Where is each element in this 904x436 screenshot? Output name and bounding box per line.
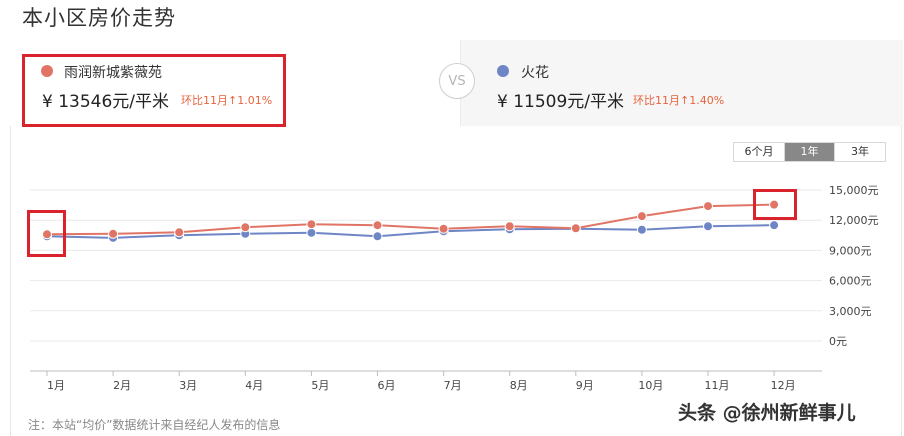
right-estate-price: ¥ 11509元/平米 — [497, 92, 625, 112]
y-tick-label: 6,000元 — [829, 275, 872, 288]
x-tick-label: 10月 — [638, 379, 663, 392]
tab-6-months[interactable]: 6个月 — [734, 143, 784, 161]
highlight-box-dec — [753, 189, 797, 220]
compare-bar — [10, 40, 903, 126]
data-point — [240, 222, 251, 233]
y-tick-label: 9,000元 — [829, 244, 872, 257]
data-source-note: 注：本站“均价”数据统计来自经纪人发布的信息 — [28, 418, 281, 432]
data-point — [438, 223, 449, 234]
page-title: 本小区房价走势 — [22, 6, 176, 30]
vs-badge: VS — [439, 63, 475, 99]
x-tick-label: 3月 — [179, 379, 197, 392]
right-series-dot — [497, 65, 509, 77]
data-point — [372, 231, 383, 242]
data-point — [769, 199, 780, 210]
tab-3-years[interactable]: 3年 — [834, 143, 885, 161]
x-tick-label: 4月 — [245, 379, 263, 392]
compare-right — [460, 40, 903, 126]
data-point — [636, 224, 647, 235]
x-tick-label: 7月 — [444, 379, 462, 392]
right-estate-change: 环比11月↑1.40% — [633, 94, 725, 107]
right-estate-name[interactable]: 火花 — [521, 65, 549, 81]
x-tick-label: 1月 — [47, 379, 65, 392]
x-tick-label: 2月 — [113, 379, 131, 392]
x-tick-label: 11月 — [705, 379, 730, 392]
tab-1-year[interactable]: 1年 — [784, 143, 834, 161]
data-point — [42, 229, 52, 240]
series-line — [46, 224, 775, 239]
highlight-box-jan — [27, 210, 66, 257]
watermark: 头条 @徐州新鲜事儿 — [678, 402, 856, 424]
x-tick-label: 5月 — [311, 379, 329, 392]
series-line — [46, 203, 775, 236]
data-point — [703, 201, 713, 212]
highlight-box-left-estate — [22, 54, 286, 127]
x-tick-label: 6月 — [378, 379, 396, 392]
data-point — [504, 221, 515, 232]
data-point — [703, 221, 713, 232]
left-estate-name[interactable]: 雨润新城紫薇苑 — [64, 65, 162, 81]
y-tick-label: 0元 — [829, 335, 847, 348]
x-tick-label: 9月 — [576, 379, 594, 392]
left-estate-price: ¥ 13546元/平米 — [42, 92, 170, 112]
data-point — [769, 220, 780, 231]
x-tick-label: 12月 — [771, 379, 796, 392]
period-tabs: 6个月 1年 3年 — [733, 142, 886, 162]
left-estate-change: 环比11月↑1.01% — [181, 94, 273, 107]
left-series-dot — [41, 65, 53, 77]
data-point — [108, 228, 119, 239]
y-tick-label: 12,000元 — [829, 214, 879, 227]
data-point — [570, 223, 581, 234]
data-point — [306, 219, 317, 230]
data-point — [306, 227, 317, 238]
data-point — [174, 227, 185, 238]
x-tick-label: 8月 — [510, 379, 528, 392]
data-point — [636, 211, 647, 222]
data-point — [372, 220, 383, 231]
y-tick-label: 3,000元 — [829, 305, 872, 318]
y-tick-label: 15,000元 — [829, 184, 879, 197]
